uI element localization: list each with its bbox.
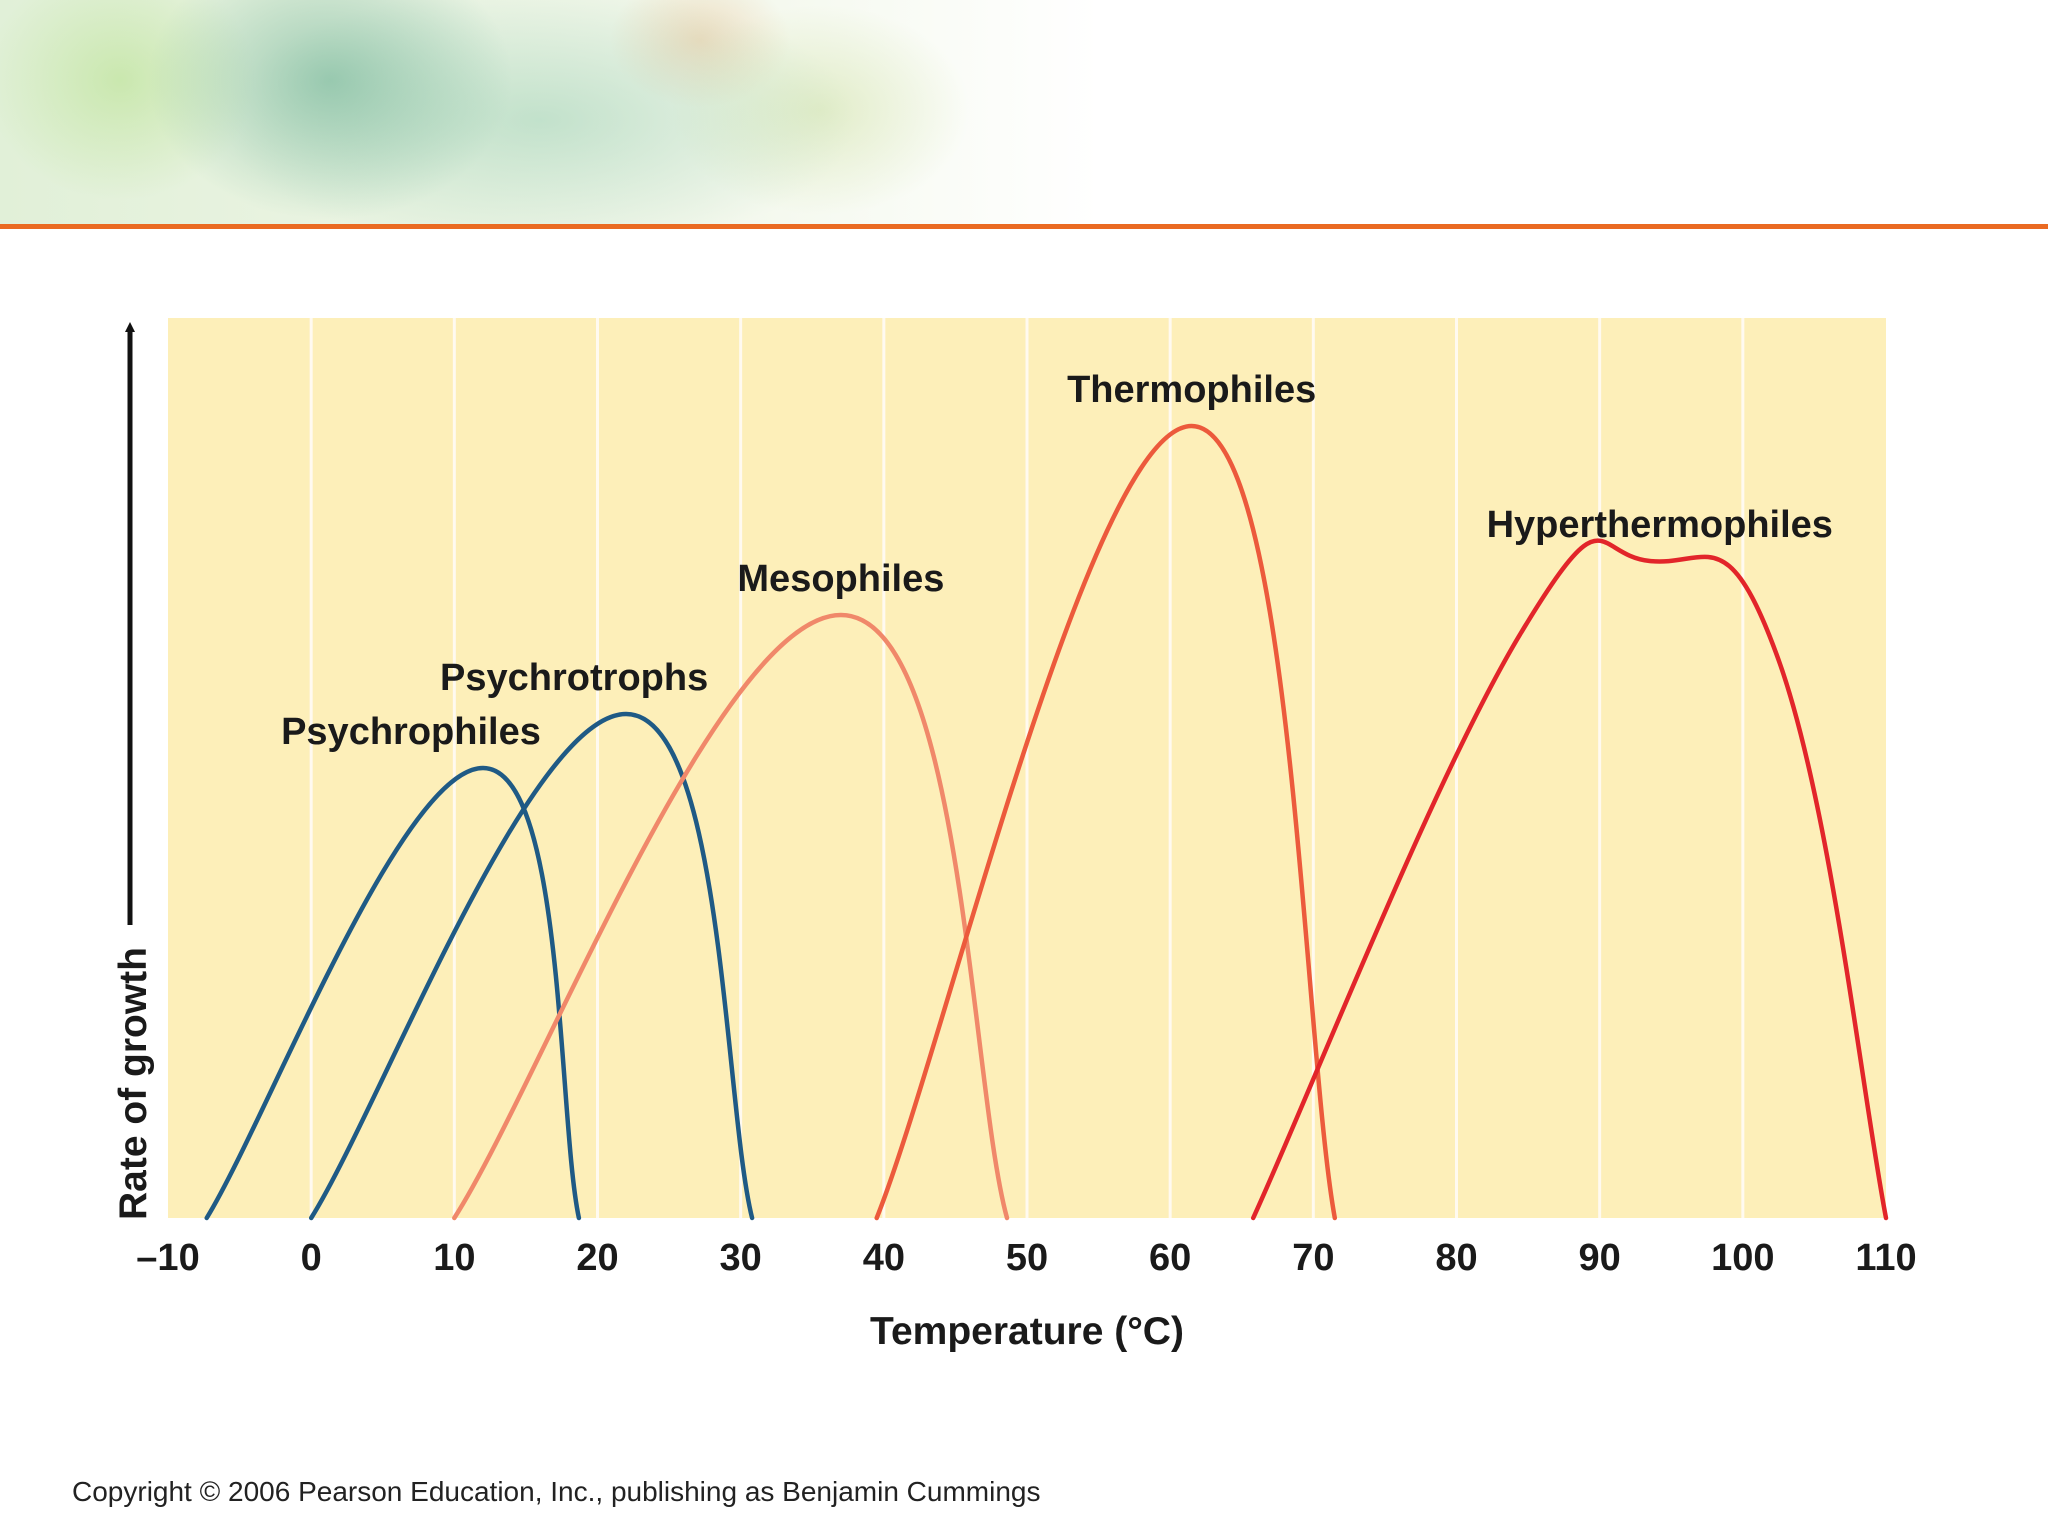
series-thermophiles xyxy=(874,423,1338,1221)
x-axis-title: Temperature (°C) xyxy=(870,1310,1184,1353)
series-curves xyxy=(204,423,1889,1221)
series-label-hyperthermophiles: Hyperthermophiles xyxy=(1487,504,1833,546)
x-tick-label: 60 xyxy=(1149,1237,1191,1279)
x-tick-label: 90 xyxy=(1579,1237,1621,1279)
x-tick-label: –10 xyxy=(136,1237,199,1279)
series-label-thermophiles: Thermophiles xyxy=(1067,369,1316,411)
grid-lines xyxy=(309,318,1745,1218)
header-divider xyxy=(0,224,2048,229)
series-hyperthermophiles xyxy=(1250,538,1889,1221)
x-tick-label: 50 xyxy=(1006,1237,1048,1279)
series-label-mesophiles: Mesophiles xyxy=(737,558,944,600)
x-tick-label: 0 xyxy=(301,1237,322,1279)
series-psychrophiles xyxy=(204,765,582,1221)
x-tick-label: 110 xyxy=(1855,1237,1916,1279)
series-labels: Psychrophiles Psychrotrophs Mesophiles Ther… xyxy=(281,369,1833,753)
series-label-psychrotrophs: Psychrotrophs xyxy=(440,657,708,699)
series-mesophiles xyxy=(452,612,1010,1221)
x-tick-label: 70 xyxy=(1292,1237,1334,1279)
x-tick-label: 30 xyxy=(720,1237,762,1279)
x-tick-label: 10 xyxy=(433,1237,475,1279)
x-tick-label: 40 xyxy=(863,1237,905,1279)
series-label-psychrophiles: Psychrophiles xyxy=(281,711,541,753)
x-tick-label: 100 xyxy=(1711,1237,1774,1279)
copyright-notice: Copyright © 2006 Pearson Education, Inc.… xyxy=(72,1476,1041,1507)
x-tick-label: 20 xyxy=(576,1237,618,1279)
x-tick-label: 80 xyxy=(1435,1237,1477,1279)
x-tick-labels: –10 0 10 20 30 40 50 60 70 80 90 100 110 xyxy=(136,1237,1916,1279)
axes: Rate of growth Temperature (°C) xyxy=(112,322,1184,1353)
header-banner xyxy=(0,0,2048,226)
series-psychrotrophs xyxy=(308,711,755,1221)
y-axis-title: Rate of growth xyxy=(112,947,155,1220)
